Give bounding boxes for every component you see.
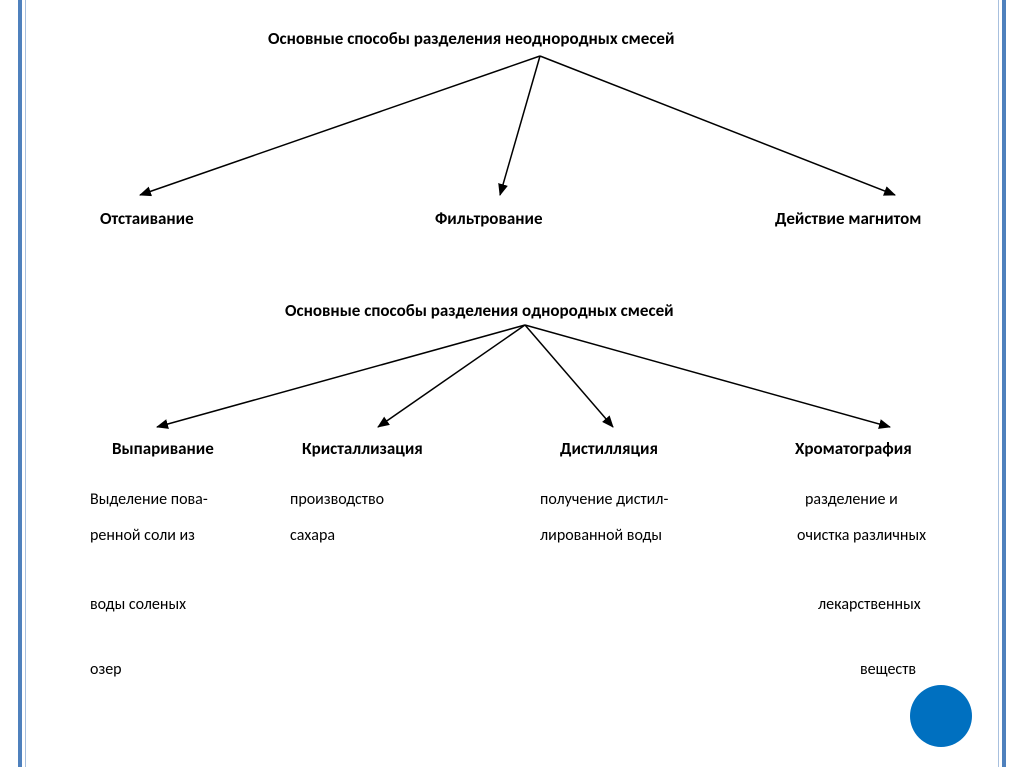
diagram1-child-2-label: Действие магнитом bbox=[775, 208, 921, 229]
content-area: Основные способы разделения неоднородных… bbox=[40, 0, 984, 767]
diagram2-child-3-desc-line-1: очистка различных bbox=[797, 526, 926, 545]
arrow bbox=[525, 325, 890, 427]
diagram2-child-1-desc-line-0: производство bbox=[290, 490, 384, 509]
side-accent-left bbox=[18, 0, 26, 767]
diagram2-child-1-desc-line-1: сахара bbox=[290, 526, 335, 545]
diagram2-child-2-desc-line-0: получение дистил- bbox=[540, 490, 668, 509]
diagram2-child-0-desc-line-0: Выделение пова- bbox=[90, 490, 208, 509]
diagram2-child-0-desc-line-2: воды соленых bbox=[90, 595, 186, 614]
diagram2-child-0-desc-line-1: ренной соли из bbox=[90, 526, 195, 545]
diagram1-child-0-label: Отстаивание bbox=[100, 208, 194, 229]
arrow bbox=[140, 56, 540, 195]
diagram2-child-0-label: Выпаривание bbox=[112, 438, 214, 459]
diagram2-title: Основные способы разделения однородных с… bbox=[285, 300, 674, 321]
diagram1-title: Основные способы разделения неоднородных… bbox=[268, 28, 674, 49]
diagram2-child-2-desc-line-1: лированной воды bbox=[540, 526, 662, 545]
arrow bbox=[525, 325, 613, 427]
diagram2-child-3-label: Хроматография bbox=[795, 438, 912, 459]
arrow bbox=[540, 56, 895, 195]
diagram2-child-3-desc-line-2: лекарственных bbox=[818, 595, 921, 614]
arrow bbox=[500, 56, 540, 195]
diagram2-child-3-desc-line-0: разделение и bbox=[805, 490, 898, 509]
arrow bbox=[378, 325, 525, 427]
arrow bbox=[157, 325, 525, 427]
diagram2-child-0-desc-line-3: озер bbox=[90, 660, 122, 679]
diagram2-child-3-desc-line-3: веществ bbox=[860, 660, 916, 679]
accent-circle-icon bbox=[910, 685, 972, 747]
side-accent-right bbox=[998, 0, 1006, 767]
arrows-layer bbox=[40, 0, 984, 767]
diagram1-child-1-label: Фильтрование bbox=[435, 208, 543, 229]
diagram2-child-1-label: Кристаллизация bbox=[302, 438, 423, 459]
diagram2-child-2-label: Дистилляция bbox=[560, 438, 658, 459]
